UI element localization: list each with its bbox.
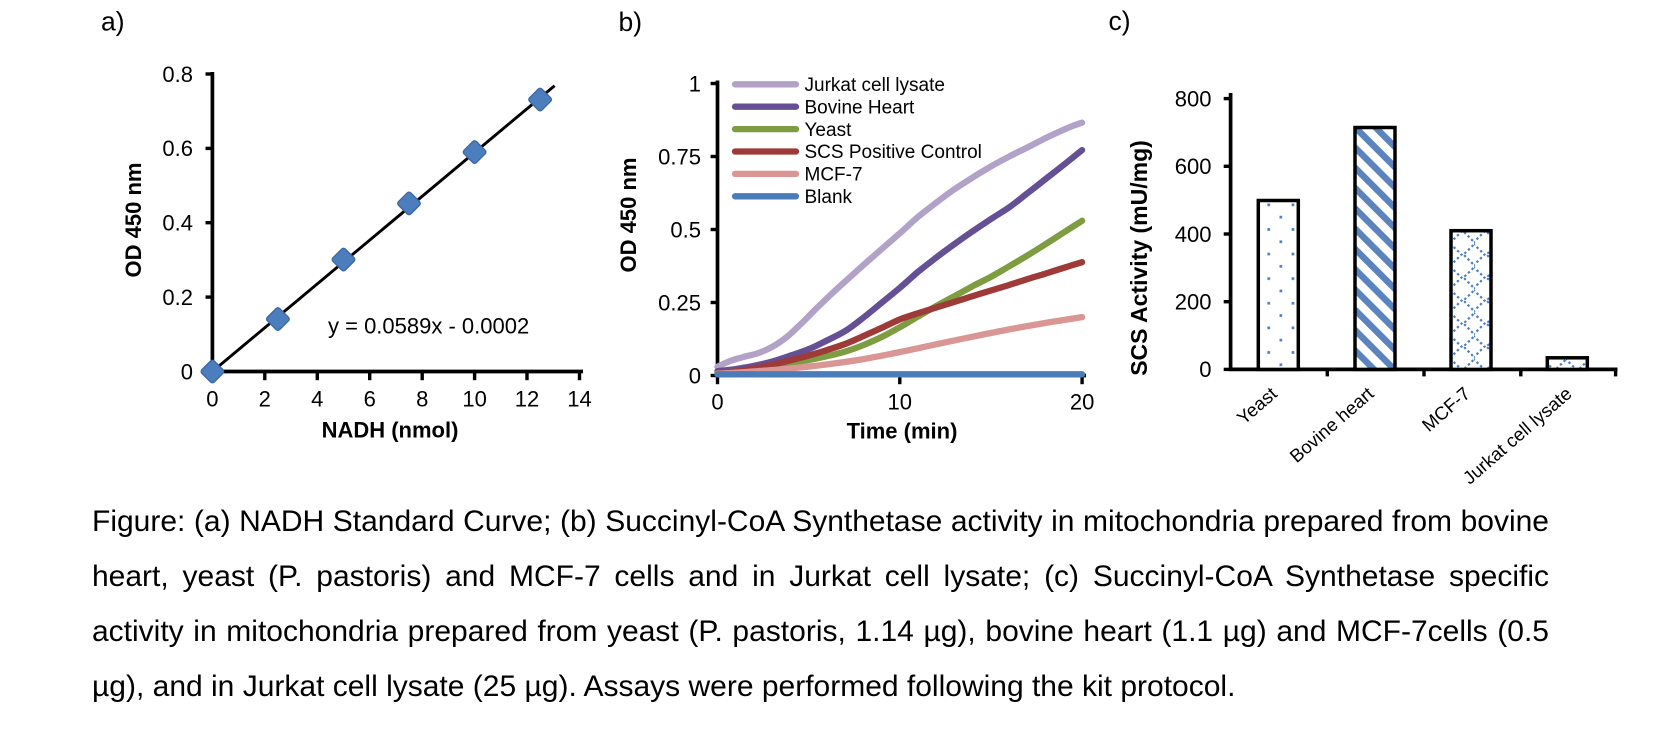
svg-text:8: 8	[416, 387, 428, 412]
svg-text:0: 0	[1199, 357, 1211, 382]
svg-text:0.6: 0.6	[162, 136, 193, 161]
svg-text:SCS Positive Control: SCS Positive Control	[805, 142, 982, 163]
svg-text:MCF-7: MCF-7	[805, 165, 863, 186]
svg-text:Yeast: Yeast	[1233, 383, 1281, 429]
svg-text:20: 20	[1070, 390, 1094, 415]
svg-text:MCF-7: MCF-7	[1418, 383, 1474, 436]
svg-text:0: 0	[711, 390, 723, 415]
svg-text:6: 6	[364, 387, 376, 412]
svg-text:Jurkat cell lysate: Jurkat cell lysate	[805, 75, 945, 96]
svg-text:Jurkat cell lysate: Jurkat cell lysate	[1459, 383, 1576, 489]
svg-text:12: 12	[515, 387, 539, 412]
svg-text:Bovine Heart: Bovine Heart	[805, 97, 916, 118]
svg-text:Yeast: Yeast	[805, 120, 853, 141]
svg-text:OD 450 nm: OD 450 nm	[616, 158, 641, 273]
svg-text:14: 14	[567, 387, 591, 412]
svg-text:200: 200	[1175, 290, 1212, 315]
svg-text:Bovine heart: Bovine heart	[1285, 383, 1377, 467]
svg-text:NADH (nmol): NADH (nmol)	[322, 418, 459, 443]
svg-text:Time (min): Time (min)	[847, 419, 958, 444]
svg-text:0.2: 0.2	[162, 285, 193, 310]
svg-text:400: 400	[1175, 222, 1212, 247]
svg-text:0: 0	[206, 387, 218, 412]
svg-text:Blank: Blank	[805, 187, 853, 208]
svg-text:0.8: 0.8	[162, 62, 193, 87]
svg-text:0: 0	[181, 359, 193, 384]
svg-text:0.25: 0.25	[658, 290, 701, 315]
svg-text:c): c)	[1109, 6, 1131, 36]
svg-text:1: 1	[689, 71, 701, 96]
svg-text:10: 10	[462, 387, 486, 412]
svg-text:600: 600	[1175, 154, 1212, 179]
svg-text:4: 4	[311, 387, 323, 412]
svg-text:800: 800	[1175, 86, 1212, 111]
svg-text:0.5: 0.5	[670, 217, 701, 242]
svg-text:0.4: 0.4	[162, 211, 193, 236]
svg-text:10: 10	[888, 390, 912, 415]
svg-text:a): a)	[101, 6, 125, 36]
svg-text:y = 0.0589x - 0.0002: y = 0.0589x - 0.0002	[328, 314, 529, 339]
svg-text:0.75: 0.75	[658, 144, 701, 169]
svg-text:0: 0	[689, 363, 701, 388]
svg-text:OD 450 nm: OD 450 nm	[121, 163, 146, 278]
svg-text:2: 2	[259, 387, 271, 412]
svg-text:b): b)	[619, 7, 643, 37]
svg-text:SCS Activity (mU/mg): SCS Activity (mU/mg)	[1126, 140, 1152, 376]
